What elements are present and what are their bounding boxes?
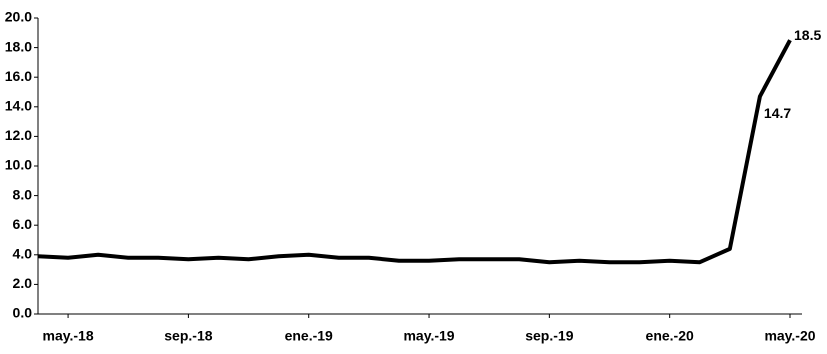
y-tick-label: 12.0 — [5, 127, 32, 143]
y-tick-label: 4.0 — [13, 246, 33, 262]
y-tick-label: 10.0 — [5, 157, 32, 173]
x-tick-label: may.-18 — [43, 328, 94, 344]
data-label: 14.7 — [764, 105, 791, 121]
y-tick-label: 8.0 — [13, 186, 33, 202]
y-tick-label: 16.0 — [5, 68, 32, 84]
x-tick-label: may.-19 — [403, 328, 454, 344]
y-tick-label: 0.0 — [13, 305, 33, 321]
y-tick-label: 6.0 — [13, 216, 33, 232]
y-tick-label: 18.0 — [5, 38, 32, 54]
y-tick-label: 20.0 — [5, 9, 32, 25]
x-tick-label: may.-20 — [764, 328, 815, 344]
line — [37, 39, 792, 265]
y-tick-label: 14.0 — [5, 98, 32, 114]
y-tick-label: 2.0 — [13, 275, 33, 291]
x-tick-label: ene.-19 — [285, 328, 333, 344]
x-tick-label: sep.-18 — [164, 328, 212, 344]
x-tick-label: ene.-20 — [646, 328, 694, 344]
x-tick-label: sep.-19 — [525, 328, 573, 344]
data-label: 18.5 — [794, 27, 821, 43]
